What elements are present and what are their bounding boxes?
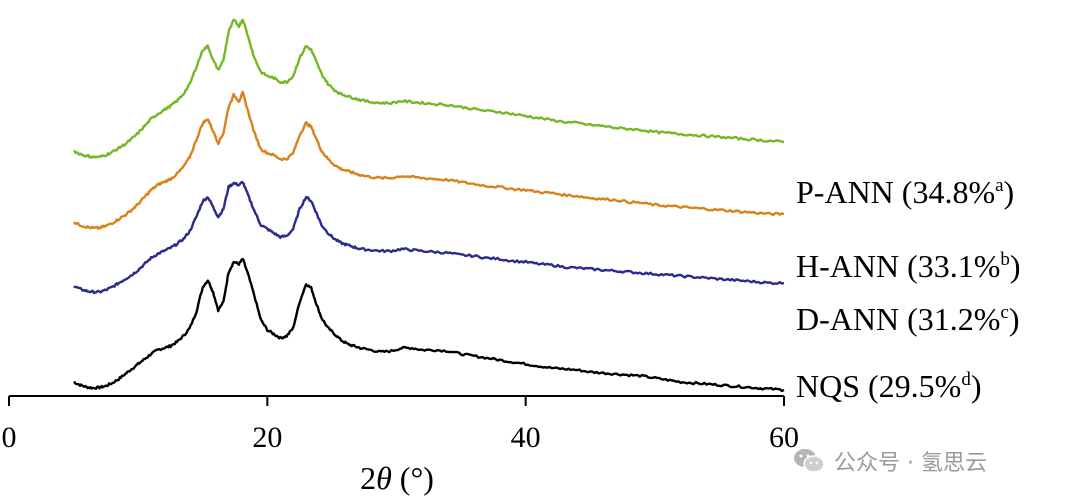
series-label-h-ann: H-ANN (33.1%b) (796, 248, 1021, 284)
series-line-d-ann (73, 180, 785, 295)
watermark-text: 公众号 · 氢思云 (834, 451, 987, 476)
series-label-p-ann: P-ANN (34.8%a) (796, 174, 1014, 210)
x-ticks: 0 20 40 60 (2, 396, 799, 454)
watermark: 公众号 · 氢思云 (792, 444, 987, 478)
series-label-nqs: NQS (29.5%d) (796, 368, 981, 404)
series-line-h-ann (73, 90, 785, 230)
wechat-icon (794, 449, 825, 473)
series-labels: NQS (29.5%d) D-ANN (31.2%c) H-ANN (33.1%b)… (796, 174, 1021, 404)
x-tick-label-0: 0 (2, 421, 17, 454)
series-line-nqs (73, 257, 785, 393)
x-tick-label-40: 40 (511, 421, 541, 454)
x-tick-label-60: 60 (769, 421, 799, 454)
x-tick-label-20: 20 (252, 421, 282, 454)
x-axis-label: 2θ (°) (360, 460, 434, 496)
series-layer (73, 18, 785, 393)
series-label-d-ann: D-ANN (31.2%c) (796, 301, 1020, 337)
series-line-p-ann (73, 18, 785, 159)
